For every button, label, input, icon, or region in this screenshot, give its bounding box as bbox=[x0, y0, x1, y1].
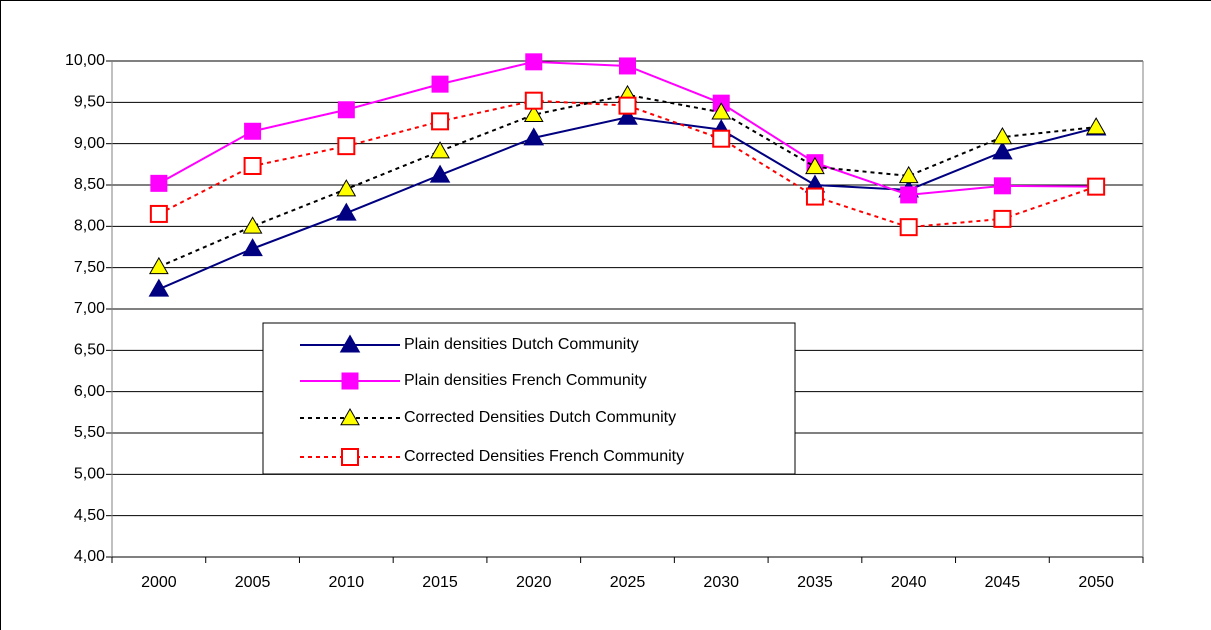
y-tick-label: 10,00 bbox=[65, 52, 105, 69]
marker bbox=[149, 256, 169, 275]
marker bbox=[805, 156, 825, 175]
marker bbox=[244, 122, 262, 140]
series bbox=[149, 84, 1107, 275]
marker bbox=[805, 187, 824, 206]
legend-marker bbox=[340, 407, 360, 426]
x-tick-label: 2035 bbox=[797, 574, 833, 591]
y-tick-label: 9,50 bbox=[74, 94, 105, 111]
marker bbox=[336, 179, 357, 197]
marker bbox=[429, 164, 451, 183]
y-tick-label: 8,00 bbox=[74, 218, 105, 235]
legend-label: Plain densities French Community bbox=[404, 372, 647, 389]
marker bbox=[898, 165, 919, 184]
marker bbox=[992, 141, 1013, 160]
x-tick-label: 2015 bbox=[422, 574, 458, 591]
marker bbox=[618, 96, 637, 115]
marker bbox=[899, 218, 918, 237]
marker bbox=[243, 156, 262, 175]
marker bbox=[431, 112, 450, 131]
series bbox=[149, 91, 1106, 237]
marker bbox=[150, 174, 168, 192]
legend-marker bbox=[341, 372, 359, 390]
legend-entry: Corrected Densities French Community bbox=[300, 448, 684, 466]
marker bbox=[993, 177, 1011, 195]
y-tick-label: 5,50 bbox=[74, 424, 105, 441]
marker bbox=[149, 204, 168, 223]
y-tick-label: 5,00 bbox=[74, 466, 105, 483]
y-tick-label: 7,00 bbox=[74, 300, 105, 317]
legend-marker bbox=[341, 448, 359, 466]
series-line bbox=[158, 99, 1097, 229]
x-tick-label: 2010 bbox=[329, 574, 365, 591]
marker bbox=[430, 141, 450, 159]
x-tick-label: 2025 bbox=[610, 574, 646, 591]
marker bbox=[1086, 117, 1107, 135]
marker bbox=[242, 238, 263, 257]
y-tick-label: 4,00 bbox=[74, 548, 105, 565]
marker bbox=[523, 127, 545, 146]
legend-marker bbox=[339, 334, 361, 353]
marker bbox=[712, 129, 731, 148]
marker bbox=[900, 186, 918, 204]
legend-label: Plain densities Dutch Community bbox=[404, 336, 639, 353]
series bbox=[150, 53, 1105, 204]
marker bbox=[525, 53, 543, 71]
marker bbox=[619, 57, 636, 75]
marker bbox=[617, 106, 638, 125]
y-tick-label: 8,50 bbox=[74, 176, 105, 193]
legend-entry: Corrected Densities Dutch Community bbox=[300, 407, 676, 426]
y-tick-label: 7,50 bbox=[74, 259, 105, 276]
legend-entry: Plain densities Dutch Community bbox=[300, 334, 639, 353]
marker bbox=[1087, 177, 1106, 196]
marker bbox=[711, 102, 732, 120]
marker bbox=[337, 101, 355, 119]
x-tick-label: 2045 bbox=[985, 574, 1021, 591]
marker bbox=[337, 137, 356, 156]
y-tick-label: 9,00 bbox=[74, 135, 105, 152]
legend-label: Corrected Densities French Community bbox=[404, 448, 684, 465]
x-tick-label: 2020 bbox=[516, 574, 552, 591]
marker bbox=[993, 209, 1012, 228]
marker bbox=[523, 104, 544, 122]
marker bbox=[431, 75, 449, 93]
y-tick-label: 6,00 bbox=[74, 383, 105, 400]
x-tick-label: 2000 bbox=[141, 574, 177, 591]
legend-entry: Plain densities French Community bbox=[300, 372, 647, 390]
y-tick-label: 6,50 bbox=[74, 342, 105, 359]
series-line bbox=[158, 93, 1097, 268]
marker bbox=[336, 202, 357, 221]
x-tick-label: 2030 bbox=[703, 574, 739, 591]
marker bbox=[242, 216, 263, 234]
x-tick-label: 2050 bbox=[1078, 574, 1114, 591]
x-tick-label: 2040 bbox=[891, 574, 927, 591]
marker bbox=[148, 278, 170, 297]
marker bbox=[992, 127, 1013, 145]
x-tick-label: 2005 bbox=[235, 574, 271, 591]
legend-label: Corrected Densities Dutch Community bbox=[404, 409, 676, 426]
marker bbox=[524, 91, 543, 110]
y-tick-label: 4,50 bbox=[74, 507, 105, 524]
